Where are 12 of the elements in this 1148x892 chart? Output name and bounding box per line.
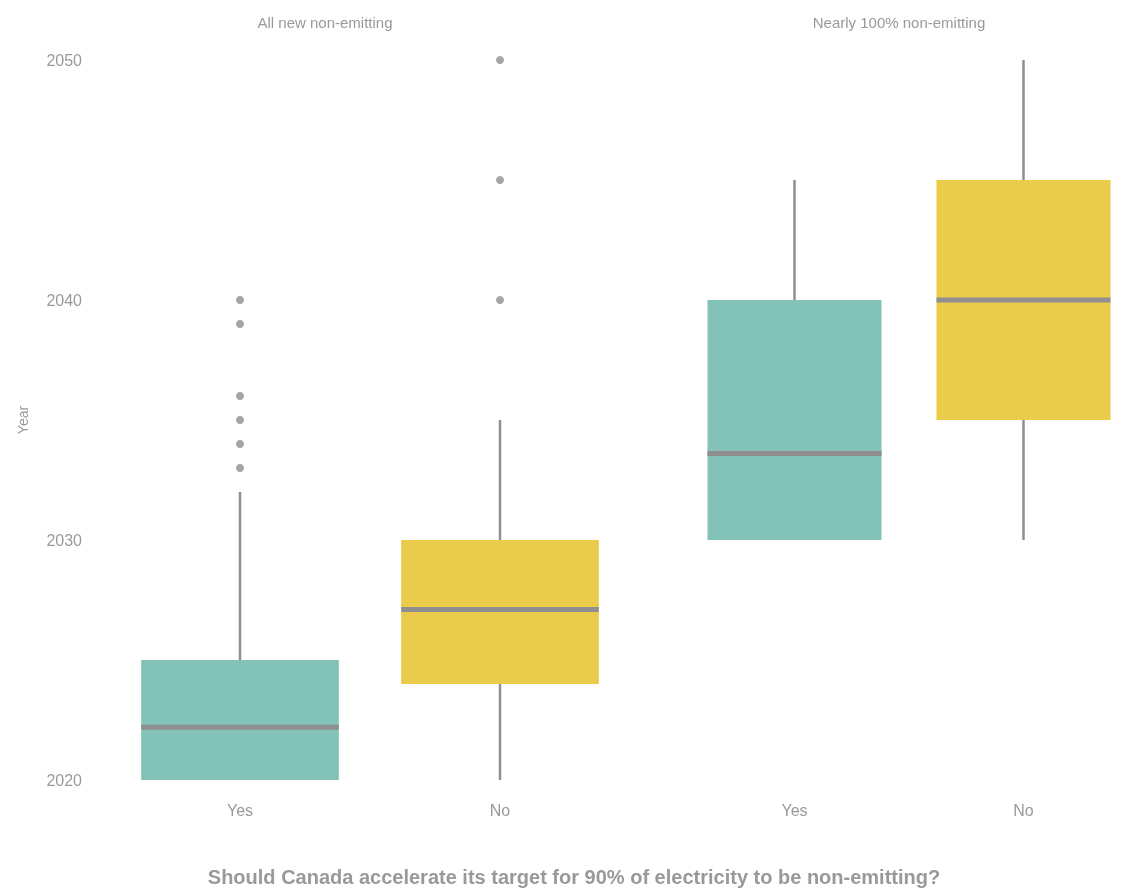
y-tick-label: 2040 — [46, 291, 83, 309]
x-tick-label: No — [489, 801, 511, 819]
y-tick-label: 2020 — [46, 771, 83, 789]
chart-title: All new non-emitting — [257, 14, 393, 31]
x-tick-label: Yes — [781, 801, 808, 819]
x-tick-label: No — [1013, 801, 1034, 819]
y-tick-label: 2050 — [46, 51, 83, 69]
x-tick-label: Yes — [226, 801, 254, 819]
y-tick-label: 2030 — [46, 531, 83, 549]
y-axis-title: Year — [15, 405, 31, 435]
x-axis-title: Should Canada accelerate its target for 90% of electricity to be non-emitting? — [206, 866, 942, 889]
chart-title: Nearly 100% non-emitting — [812, 14, 986, 31]
